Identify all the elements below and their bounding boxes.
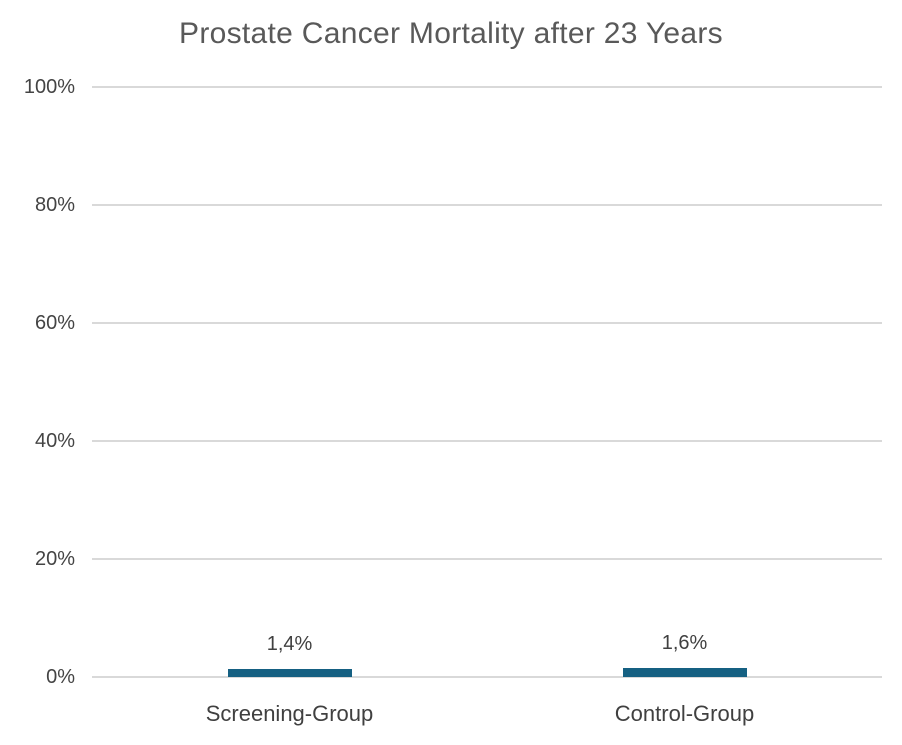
y-axis-tick-label: 60%	[34, 312, 75, 334]
chart-title: Prostate Cancer Mortality after 23 Years	[179, 17, 723, 50]
category-label: Control-Group	[614, 701, 755, 726]
bar-screening-group	[227, 668, 352, 677]
category-label: Screening-Group	[205, 701, 374, 726]
gridline-0%	[92, 676, 882, 678]
y-axis-tick-label: 80%	[34, 194, 75, 216]
gridline-20%	[92, 558, 882, 560]
gridline-40%	[92, 440, 882, 442]
gridline-100%	[92, 86, 882, 88]
bar-value-label: 1,6%	[661, 631, 708, 654]
gridline-80%	[92, 204, 882, 206]
y-axis-tick-label: 40%	[34, 430, 75, 452]
y-axis-tick-label: 20%	[34, 548, 75, 570]
bar-value-label: 1,4%	[266, 632, 313, 655]
gridline-60%	[92, 322, 882, 324]
bar-control-group	[622, 667, 747, 677]
y-axis-tick-label: 100%	[23, 76, 75, 98]
y-axis-tick-label: 0%	[46, 666, 75, 688]
